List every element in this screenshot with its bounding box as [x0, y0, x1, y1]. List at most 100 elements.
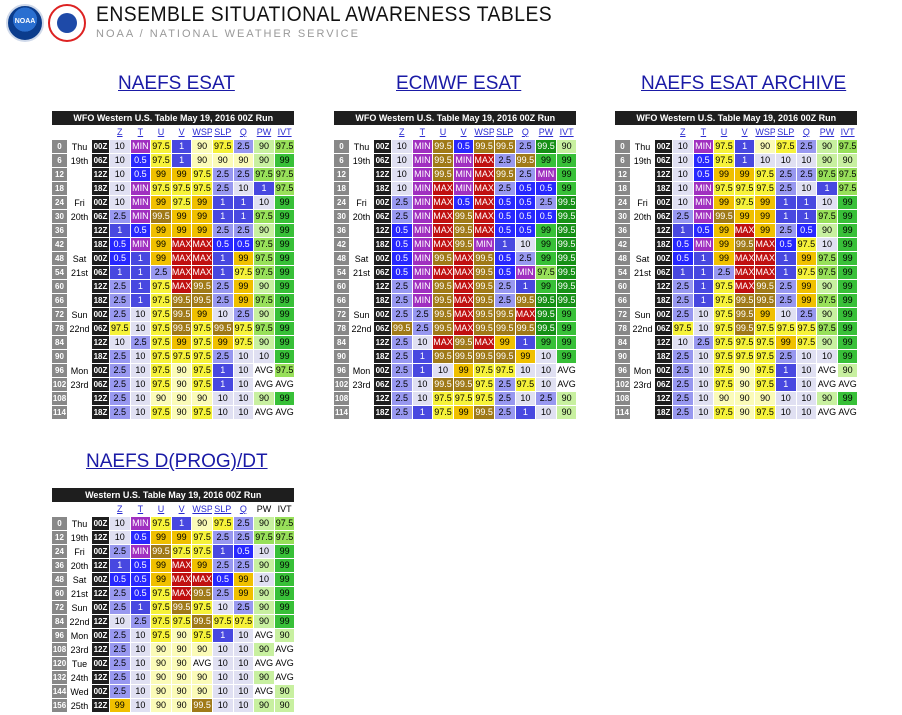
anomaly-cell-t: 1 [692, 293, 715, 308]
forecast-hour: 84 [333, 335, 350, 350]
column-header-wsp[interactable]: WSP [473, 125, 495, 140]
column-header-ivt[interactable]: IVT [836, 125, 859, 140]
table-row: 114 18Z 2.5 10 97.5 90 97.5 10 10 AVG AVG [51, 405, 296, 420]
noaa-logo-icon[interactable]: NOAA [6, 4, 44, 42]
anomaly-cell-pw: 99 [535, 335, 557, 350]
table-row: 30 20th 06Z 2.5 MIN 99.5 99 99 1 1 97.5 99 [614, 209, 859, 224]
column-header-wsp[interactable]: WSP [191, 502, 213, 517]
anomaly-cell-q: 2.5 [514, 167, 537, 182]
column-header-t[interactable]: T [129, 502, 152, 517]
anomaly-cell-ivt: 99 [836, 349, 859, 364]
column-header-z[interactable]: Z [109, 502, 131, 517]
anomaly-cell-u: 97.5 [150, 335, 172, 350]
column-header-q[interactable]: Q [232, 125, 255, 140]
anomaly-cell-slp: 10 [211, 684, 234, 699]
anomaly-cell-u: 99.5 [432, 139, 454, 154]
anomaly-cell-pw: 90 [816, 279, 838, 294]
anomaly-cell-pw: 10 [535, 377, 557, 392]
column-header-u[interactable]: U [150, 502, 172, 517]
anomaly-cell-z: 2.5 [391, 377, 413, 392]
column-header-slp[interactable]: SLP [774, 125, 797, 140]
forecast-hour: 84 [51, 614, 68, 629]
column-header-t[interactable]: T [692, 125, 715, 140]
anomaly-cell-t: 10 [129, 363, 152, 378]
anomaly-cell-ivt: 99 [273, 614, 296, 629]
anomaly-cell-z: 2.5 [391, 349, 413, 364]
anomaly-cell-z: 2.5 [672, 349, 694, 364]
anomaly-cell-u: 97.5 [713, 405, 735, 420]
anomaly-cell-v: 90 [170, 377, 193, 392]
anomaly-cell-t: 10 [411, 377, 434, 392]
anomaly-cell-u: 90 [150, 698, 172, 713]
anomaly-cell-v: 97.5 [170, 195, 193, 210]
column-header-pw[interactable]: PW [253, 125, 275, 140]
forecast-hour: 114 [51, 405, 68, 420]
column-header-u[interactable]: U [713, 125, 735, 140]
column-header-v[interactable]: V [733, 125, 756, 140]
forecast-hour: 60 [51, 279, 68, 294]
forecast-hour: 30 [614, 209, 631, 224]
nws-logo-icon[interactable] [48, 4, 86, 42]
anomaly-cell-q: 10 [795, 153, 818, 168]
column-header-z[interactable]: Z [109, 125, 131, 140]
anomaly-cell-v: MAX [170, 251, 193, 266]
table-row: 72 Sun 00Z 2.5 2.5 99.5 MAX 99.5 99.5 MAX 99.5 99 [333, 307, 578, 322]
anomaly-cell-v: 99.5 [452, 223, 475, 238]
anomaly-cell-q: 10 [795, 391, 818, 406]
column-header-q[interactable]: Q [514, 125, 537, 140]
anomaly-cell-q: 0.5 [232, 544, 255, 559]
column-header-v[interactable]: V [170, 125, 193, 140]
forecast-hour: 36 [614, 223, 631, 238]
anomaly-cell-t: 0.5 [692, 153, 715, 168]
column-header-slp[interactable]: SLP [211, 502, 234, 517]
column-header-t[interactable]: T [129, 125, 152, 140]
forecast-hour: 54 [333, 265, 350, 280]
ecmwf-esat-link[interactable]: ECMWF ESAT [396, 73, 522, 94]
anomaly-cell-slp: 10 [211, 600, 234, 615]
column-header-pw[interactable]: PW [535, 125, 557, 140]
day-label: Sun [349, 307, 374, 322]
anomaly-cell-pw: 10 [253, 349, 275, 364]
column-header-q[interactable]: Q [795, 125, 818, 140]
column-header-pw[interactable]: PW [816, 125, 838, 140]
anomaly-cell-q: 2.5 [795, 307, 818, 322]
naefs-esat-archive-link[interactable]: NAEFS ESAT ARCHIVE [641, 73, 847, 94]
table-row: 84 12Z 10 2.5 97.5 97.5 97.5 99 97.5 90 99 [614, 335, 859, 350]
run-hour: 12Z [373, 223, 392, 238]
anomaly-cell-slp: 97.5 [211, 614, 234, 629]
anomaly-cell-slp: 1 [211, 377, 234, 392]
forecast-hour: 84 [51, 335, 68, 350]
anomaly-cell-u: 99.5 [713, 209, 735, 224]
anomaly-cell-wsp: 99.5 [473, 251, 495, 266]
column-header-wsp[interactable]: WSP [191, 125, 213, 140]
column-header-z[interactable]: Z [391, 125, 413, 140]
column-header-z[interactable]: Z [672, 125, 694, 140]
column-header-t[interactable]: T [411, 125, 434, 140]
naefs-dprog-dt-link[interactable]: NAEFS D(PROG)/DT [86, 451, 268, 472]
anomaly-cell-wsp: 97.5 [191, 544, 213, 559]
column-header-slp[interactable]: SLP [211, 125, 234, 140]
day-label [630, 293, 655, 308]
anomaly-cell-slp: 0.5 [493, 223, 516, 238]
anomaly-cell-pw: 10 [253, 195, 275, 210]
anomaly-cell-q: 0.5 [795, 223, 818, 238]
anomaly-cell-z: 10 [672, 335, 694, 350]
column-header-u[interactable]: U [432, 125, 454, 140]
column-header-ivt[interactable]: IVT [273, 125, 296, 140]
anomaly-cell-u: 99 [150, 251, 172, 266]
column-header-q[interactable]: Q [232, 502, 255, 517]
column-header-ivt[interactable]: IVT [555, 125, 578, 140]
column-header-v[interactable]: V [170, 502, 193, 517]
day-label: Fri [67, 195, 92, 210]
anomaly-cell-z: 1 [672, 265, 694, 280]
table-row: 72 Sun 00Z 2.5 10 97.5 99.5 99 10 2.5 90 99 [614, 307, 859, 322]
column-header-slp[interactable]: SLP [493, 125, 516, 140]
column-header-v[interactable]: V [452, 125, 475, 140]
anomaly-cell-ivt: 99 [273, 265, 296, 280]
column-header-u[interactable]: U [150, 125, 172, 140]
column-header-wsp[interactable]: WSP [754, 125, 776, 140]
day-label [67, 237, 92, 252]
anomaly-cell-ivt: 99.5 [555, 265, 578, 280]
anomaly-cell-q: 1 [232, 195, 255, 210]
naefs-esat-link[interactable]: NAEFS ESAT [118, 73, 235, 94]
